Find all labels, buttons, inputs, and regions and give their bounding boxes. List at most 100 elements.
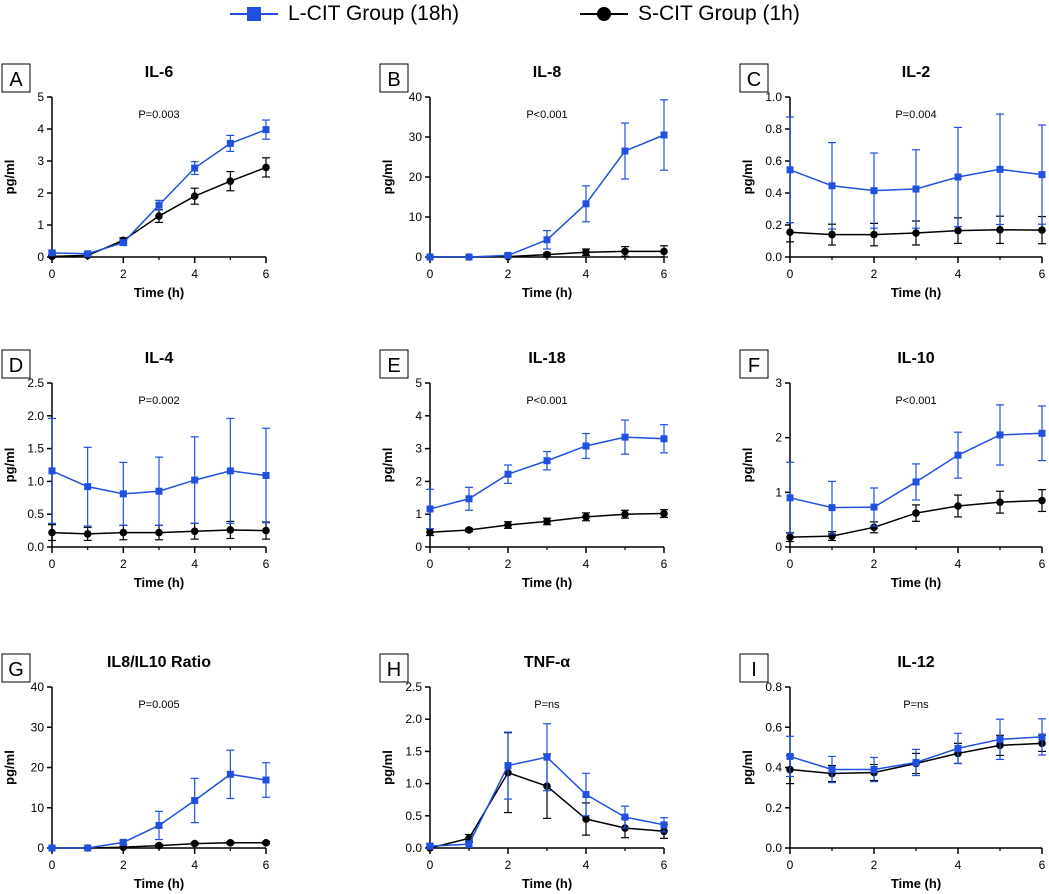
- series-l-cit: [426, 99, 668, 261]
- y-tick-label: 0.2: [765, 218, 782, 232]
- data-point: [504, 251, 512, 259]
- data-point: [786, 533, 794, 541]
- data-point: [996, 735, 1004, 743]
- data-point: [84, 483, 92, 491]
- data-point: [954, 226, 962, 235]
- panel-letter: B: [387, 69, 400, 91]
- data-point: [828, 504, 836, 512]
- y-tick-label: 0: [37, 841, 44, 855]
- y-axis-label: pg/ml: [2, 160, 17, 195]
- y-axis-label: pg/ml: [2, 448, 17, 483]
- data-point: [621, 247, 629, 256]
- data-point: [262, 126, 270, 134]
- data-point: [870, 523, 878, 532]
- chart-title: IL-18: [528, 350, 565, 367]
- x-axis-label: Time (h): [522, 876, 572, 891]
- data-point: [582, 513, 590, 521]
- data-point: [226, 838, 235, 847]
- data-point: [621, 433, 629, 441]
- chart-title: IL8/IL10 Ratio: [107, 654, 211, 671]
- data-point: [155, 841, 163, 850]
- x-axis-label: Time (h): [134, 575, 184, 590]
- y-tick-label: 20: [31, 761, 45, 775]
- chart-title: IL-4: [145, 350, 174, 367]
- x-tick-label: 0: [787, 858, 794, 872]
- y-tick-label: 3: [415, 442, 422, 456]
- data-point: [912, 229, 920, 237]
- data-point: [155, 528, 163, 537]
- y-tick-label: 30: [31, 720, 45, 734]
- data-point: [426, 505, 434, 513]
- data-point: [48, 528, 56, 537]
- y-tick-label: 10: [409, 210, 423, 224]
- data-point: [1038, 226, 1046, 234]
- data-point: [155, 821, 163, 829]
- x-axis-label: Time (h): [134, 285, 184, 300]
- data-point: [155, 487, 163, 495]
- panel-letter: I: [751, 659, 757, 681]
- data-point: [996, 165, 1004, 173]
- chart-title: IL-6: [145, 64, 174, 81]
- p-value-label: P<0.001: [895, 395, 936, 407]
- y-tick-label: 0.0: [405, 841, 422, 855]
- data-point: [660, 131, 668, 139]
- x-tick-label: 2: [871, 267, 878, 281]
- panel-b: B IL-8 P<0.001 0 10 20 30 40 0 2 4 6 Time (h) pg/ml: [379, 63, 668, 300]
- y-axis-label: pg/ml: [740, 750, 755, 785]
- data-point: [621, 147, 629, 155]
- data-point: [582, 200, 590, 208]
- x-tick-label: 6: [661, 557, 668, 571]
- x-tick-label: 6: [263, 267, 270, 281]
- data-point: [84, 844, 92, 852]
- y-tick-label: 10: [31, 801, 45, 815]
- p-value-label: P=0.002: [138, 395, 179, 407]
- data-point: [954, 744, 962, 752]
- x-axis-label: Time (h): [891, 876, 941, 891]
- chart-title: TNF-α: [524, 654, 570, 671]
- x-tick-label: 2: [505, 267, 512, 281]
- data-point: [1038, 496, 1046, 505]
- panel-letter-box: [1, 63, 31, 93]
- x-tick-label: 6: [661, 858, 668, 872]
- y-tick-label: 3: [37, 154, 44, 168]
- y-tick-label: 0: [415, 250, 422, 264]
- x-tick-label: 0: [49, 267, 56, 281]
- x-tick-label: 4: [191, 858, 198, 872]
- y-tick-label: 5: [415, 376, 422, 390]
- data-point: [954, 502, 962, 510]
- data-point: [786, 166, 794, 174]
- x-tick-label: 4: [955, 267, 962, 281]
- y-tick-label: 2: [37, 186, 44, 200]
- legend-item-s-cit: S-CIT Group (1h): [578, 0, 800, 28]
- data-point: [504, 762, 512, 770]
- panel-letter-box: [1, 653, 31, 683]
- y-tick-label: 20: [409, 170, 423, 184]
- panel-letter: C: [747, 69, 761, 91]
- y-tick-label: 1: [775, 485, 782, 499]
- y-tick-label: 30: [409, 130, 423, 144]
- series-l-cit: [786, 718, 1046, 784]
- p-value-label: P<0.001: [526, 109, 567, 121]
- panel-h: H TNF-α P=ns 0.0 0.5 1.0 1.5 2.0 2.5 0 2 4 6 Time (h)…: [379, 653, 668, 891]
- panel-letter: F: [748, 355, 760, 377]
- panel-letter: E: [387, 355, 400, 377]
- x-tick-label: 4: [955, 557, 962, 571]
- data-point: [226, 467, 234, 475]
- data-point: [426, 253, 434, 261]
- y-tick-label: 2.5: [405, 680, 422, 694]
- x-axis-label: Time (h): [891, 575, 941, 590]
- data-point: [543, 236, 551, 244]
- data-point: [996, 498, 1004, 506]
- data-point: [48, 844, 56, 852]
- data-point: [870, 230, 878, 239]
- legend-s-cit-label: S-CIT Group (1h): [638, 2, 800, 25]
- data-point: [48, 467, 56, 475]
- panel-d: D IL-4 P=0.002 0.0 0.5 1.0 1.5 2.0 2.5 0 2 4 6 Time (…: [1, 349, 270, 590]
- data-point: [191, 164, 199, 172]
- legend-s-cit-marker: [580, 7, 628, 21]
- data-point: [465, 840, 473, 848]
- data-point: [786, 752, 794, 760]
- data-point: [119, 528, 128, 537]
- x-tick-label: 6: [263, 858, 270, 872]
- panel-e: E IL-18 P<0.001 0 1 2 3 4 5 0 2 4 6 Time (h) pg/ml: [379, 349, 668, 590]
